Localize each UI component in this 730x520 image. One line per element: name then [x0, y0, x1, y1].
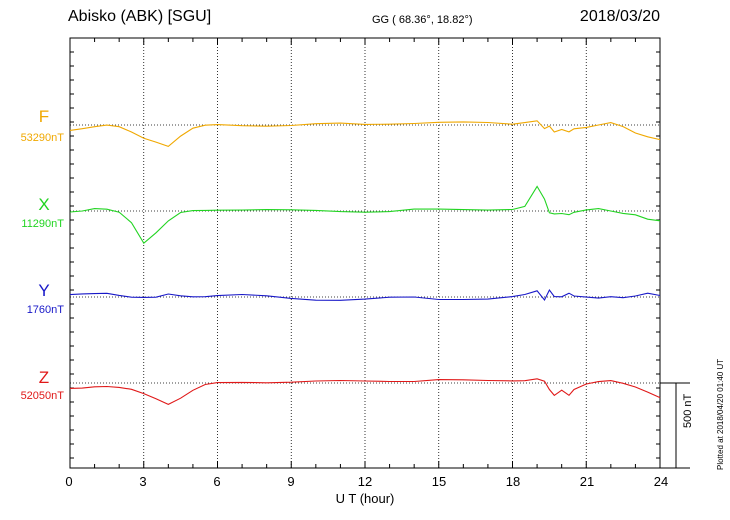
scale-bar-label: 500 nT — [682, 393, 694, 428]
component-f-baseline: 53290nT — [20, 132, 64, 144]
plot-frame — [69, 37, 661, 469]
x-tick-label: 9 — [287, 474, 295, 489]
geographic-coordinates: GG ( 68.36°, 18.82°) — [372, 14, 473, 26]
date-label: 2018/03/20 — [579, 8, 660, 25]
component-z-baseline: 52050nT — [20, 390, 64, 402]
component-y-label: Y — [38, 281, 50, 300]
x-tick-label: 24 — [653, 474, 669, 489]
series-y-line — [69, 288, 661, 302]
x-tick-label: 15 — [431, 474, 447, 489]
component-x-baseline: 11290nT — [21, 218, 64, 230]
component-z-label: Z — [38, 368, 50, 387]
plotted-timestamp: Plotted at 2018/04/20 01:40 UT — [716, 358, 725, 470]
x-axis-label: U T (hour) — [335, 491, 395, 506]
component-x-label: X — [38, 195, 50, 214]
series-x-line — [69, 185, 661, 245]
x-tick-label: 6 — [213, 474, 221, 489]
series-z-line — [69, 378, 661, 406]
station-title: Abisko (ABK) [SGU] — [68, 8, 212, 25]
component-y-baseline: 1760nT — [26, 304, 64, 316]
x-tick-label: 18 — [505, 474, 521, 489]
component-f-label: F — [38, 107, 50, 126]
x-tick-label: 0 — [65, 474, 73, 489]
x-tick-label: 21 — [579, 474, 595, 489]
series-f-line — [69, 120, 661, 148]
x-tick-label: 3 — [139, 474, 147, 489]
x-tick-label: 12 — [357, 474, 373, 489]
